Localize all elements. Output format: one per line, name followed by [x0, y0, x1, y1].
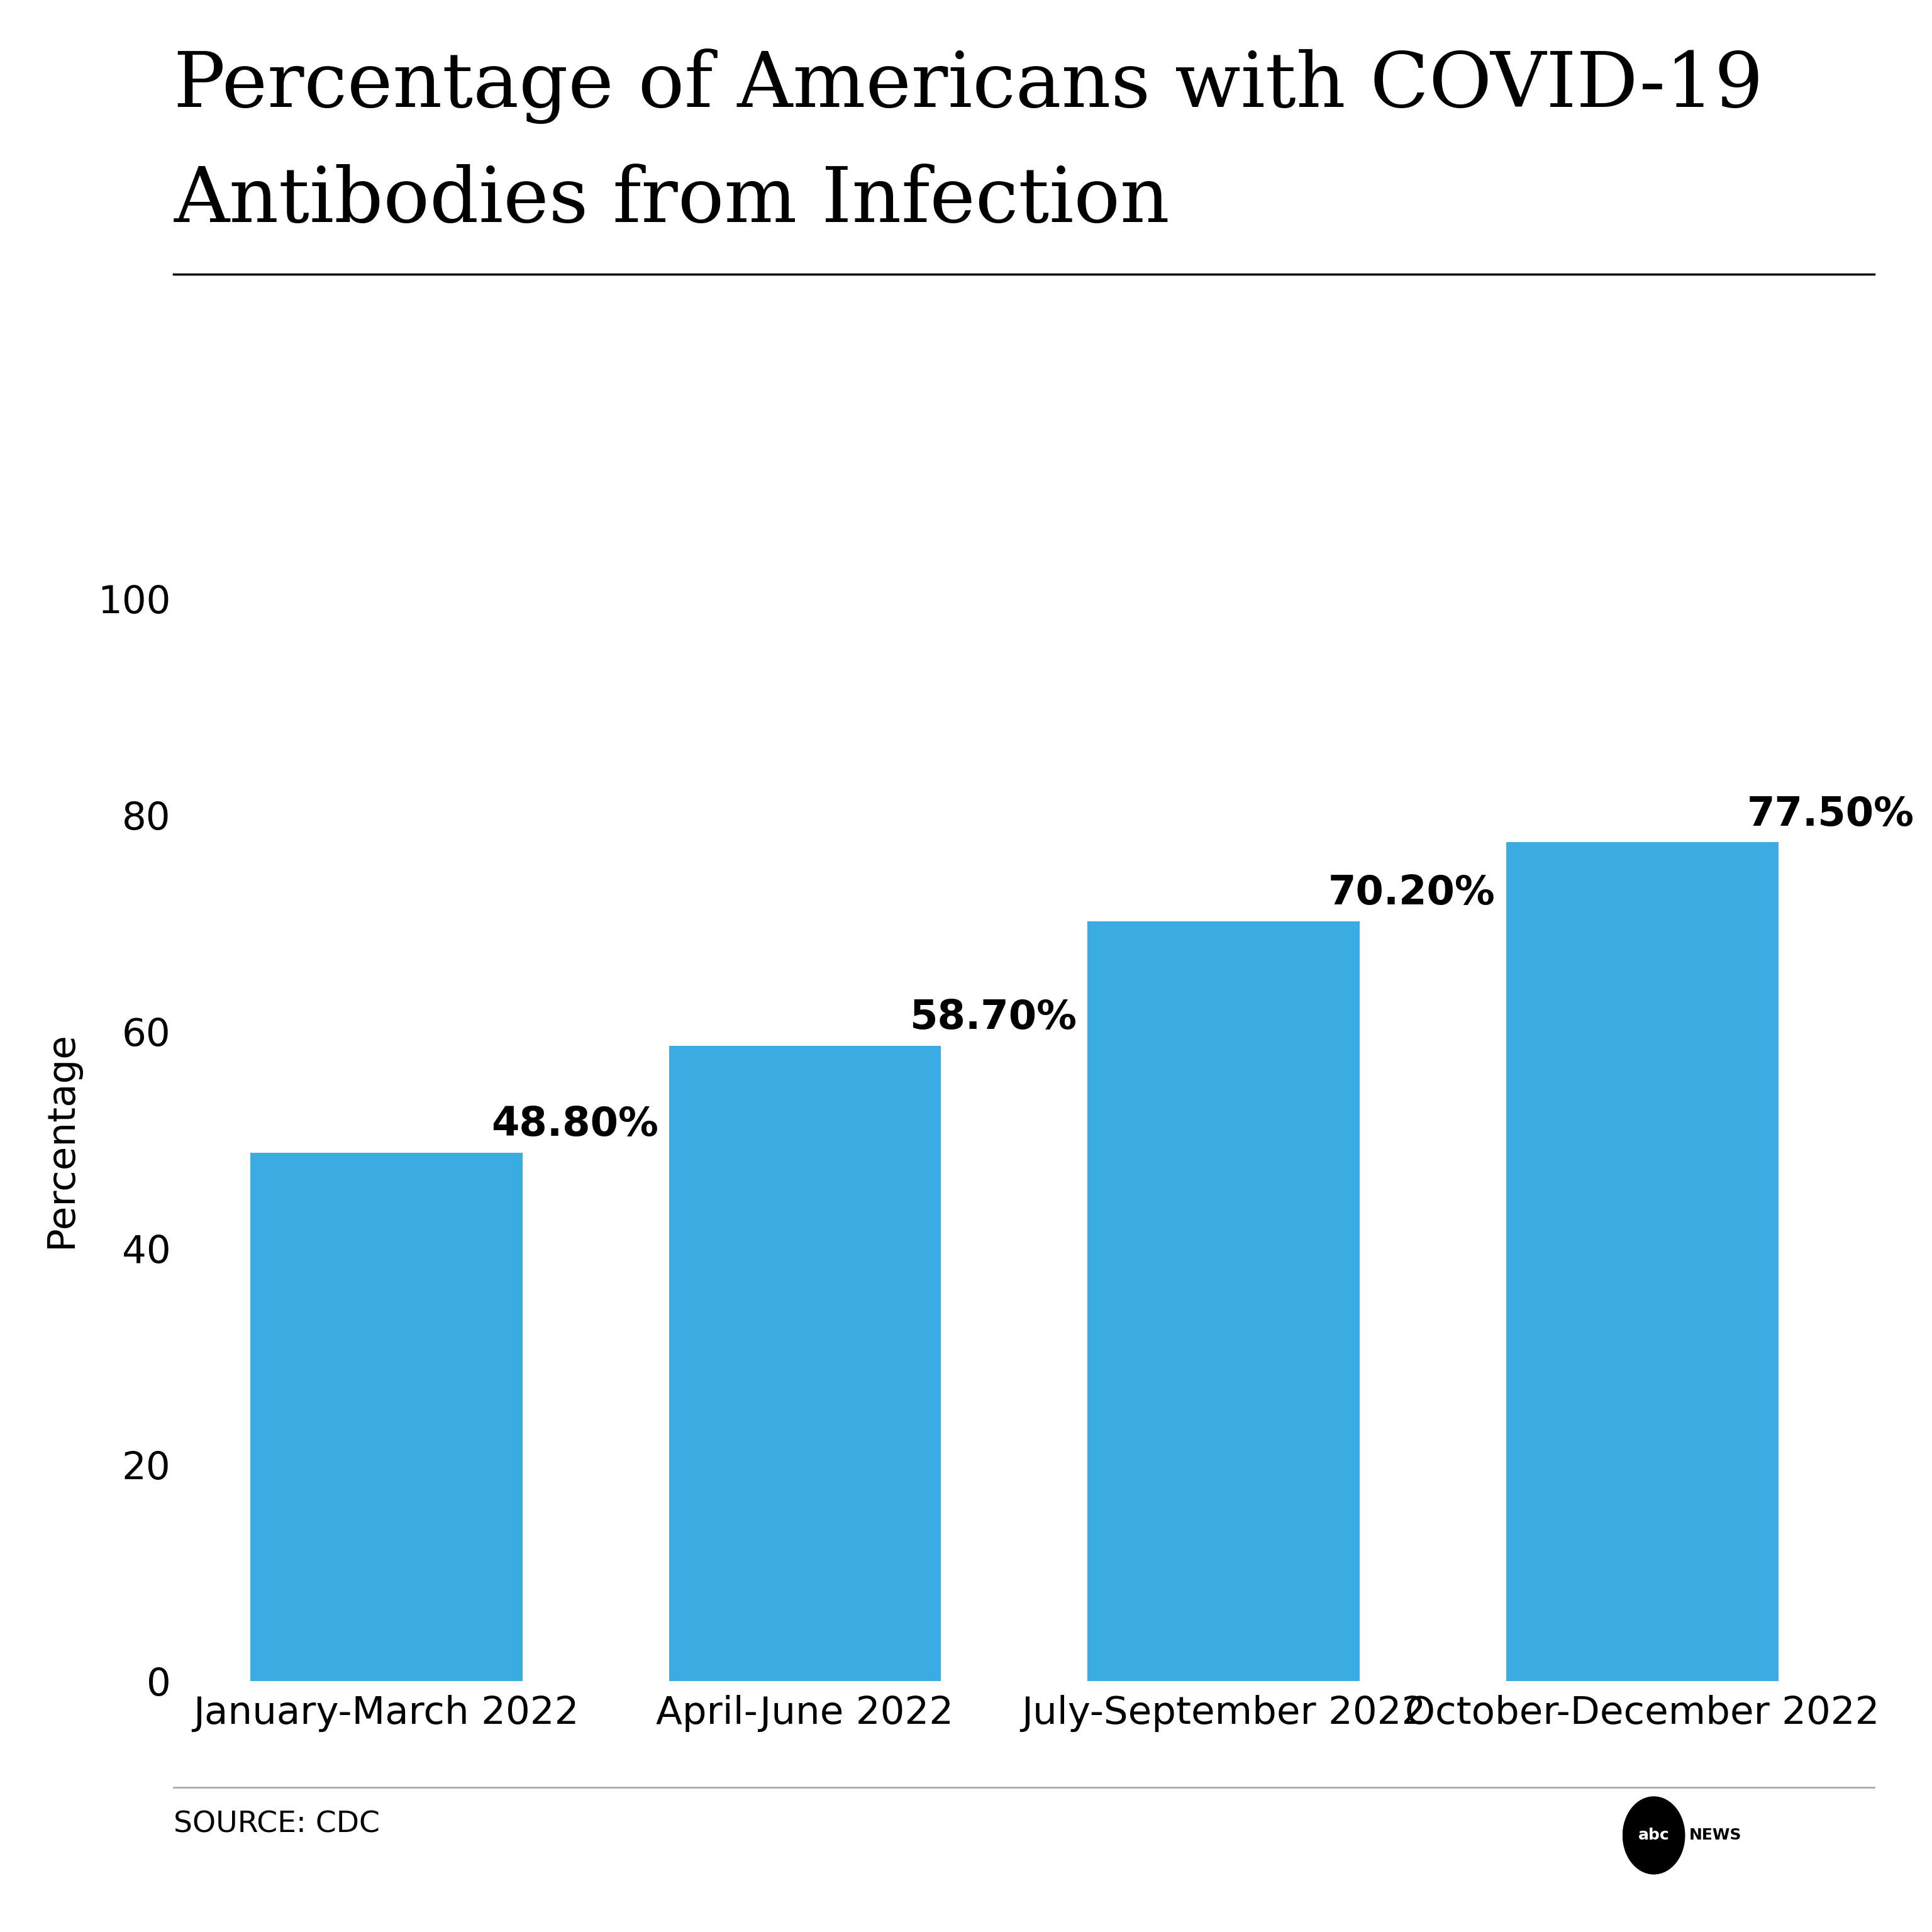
Text: 70.20%: 70.20%: [1329, 873, 1495, 912]
Text: 58.70%: 58.70%: [910, 999, 1076, 1037]
Text: 48.80%: 48.80%: [491, 1105, 659, 1144]
Bar: [251, 1153, 522, 1681]
Text: 77.50%: 77.50%: [1747, 794, 1915, 835]
Text: abc: abc: [1638, 1828, 1669, 1843]
Y-axis label: Percentage: Percentage: [43, 1032, 79, 1248]
Text: Percentage of Americans with COVID-19: Percentage of Americans with COVID-19: [174, 48, 1764, 124]
Text: Antibodies from Infection: Antibodies from Infection: [174, 164, 1171, 238]
Text: NEWS: NEWS: [1689, 1828, 1743, 1843]
Bar: [1507, 842, 1777, 1681]
Text: SOURCE: CDC: SOURCE: CDC: [174, 1810, 381, 1839]
Circle shape: [1623, 1797, 1685, 1874]
Bar: [668, 1045, 941, 1681]
Bar: [1088, 922, 1360, 1681]
